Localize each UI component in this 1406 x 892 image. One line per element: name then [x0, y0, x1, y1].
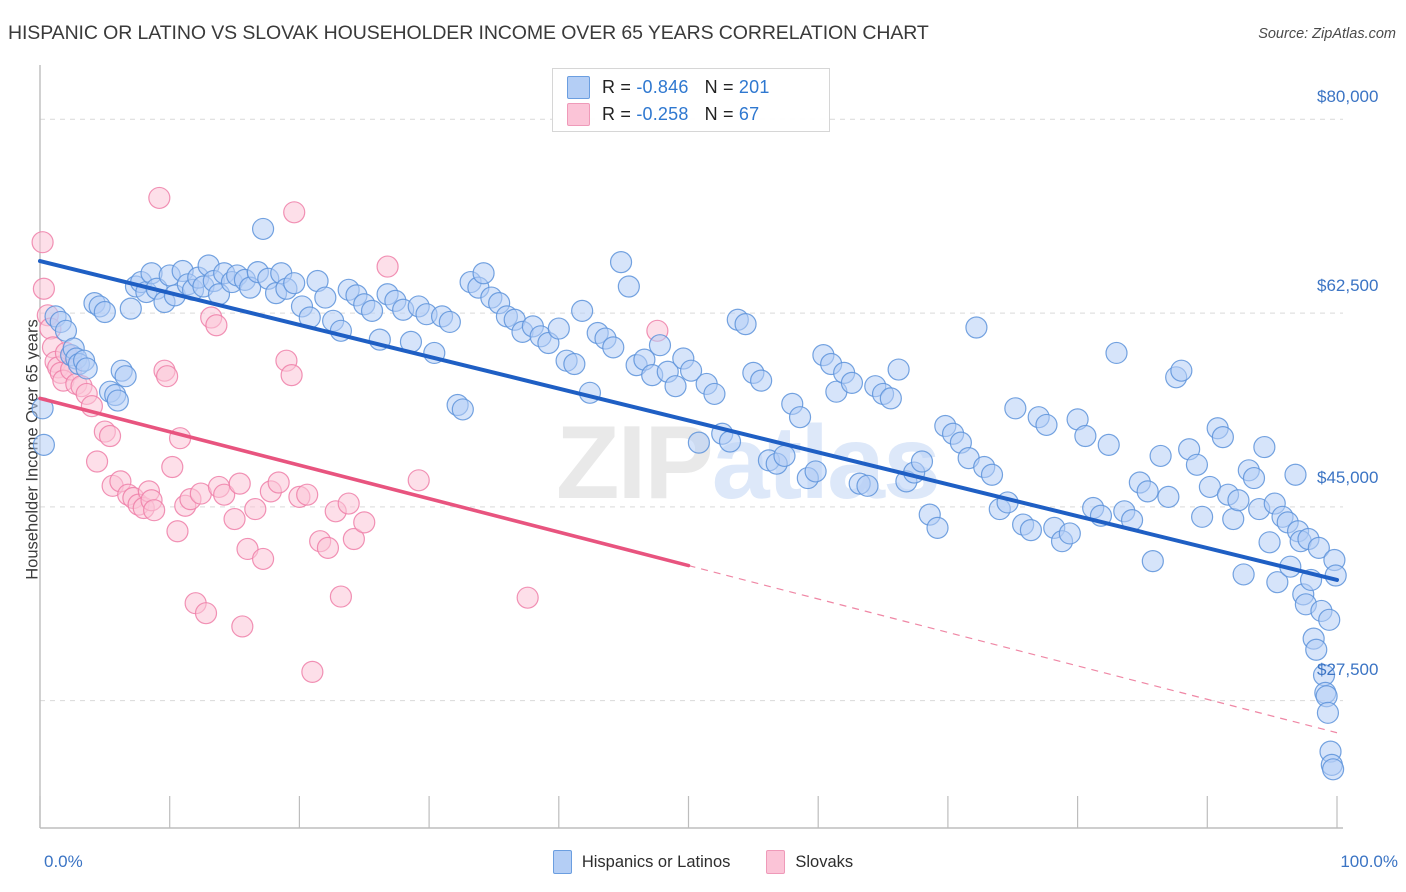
- legend-swatch-hispanics: [567, 76, 590, 99]
- r-label-slovaks: R =: [602, 104, 632, 124]
- stat-row-hispanics: R = -0.846 N = 201: [553, 74, 829, 101]
- stat-row-slovaks: R = -0.258 N = 67: [553, 101, 829, 128]
- y-tick-label-80000: $80,000: [1317, 87, 1379, 106]
- legend-item-hispanics[interactable]: Hispanics or Latinos: [552, 850, 731, 874]
- legend-label-slovaks: Slovaks: [795, 852, 854, 871]
- stat-text-slovaks: R = -0.258 N = 67: [602, 104, 759, 125]
- n-value-hispanics: 201: [738, 77, 770, 97]
- trendline-slovaks: [38, 396, 1338, 734]
- y-tick-label-27500: $27,500: [1317, 660, 1379, 679]
- series-points-hispanics-or-latinos: [31, 217, 1347, 781]
- legend-swatch-slovaks: [567, 103, 590, 126]
- n-label-hispanics: N =: [704, 77, 734, 97]
- trendline-hispanics-or-latinos: [38, 259, 1339, 582]
- stat-text-hispanics: R = -0.846 N = 201: [602, 77, 770, 98]
- y-tick-label-62500: $62,500: [1317, 276, 1379, 295]
- n-label-slovaks: N =: [704, 104, 734, 124]
- legend-label-hispanics: Hispanics or Latinos: [581, 852, 731, 871]
- x-tick-label-max: 100.0%: [1340, 852, 1398, 871]
- correlation-stats-legend: R = -0.846 N = 201 R = -0.258 N = 67: [552, 68, 830, 132]
- n-value-slovaks: 67: [738, 104, 760, 124]
- legend-color-slovaks: [766, 850, 786, 874]
- page-title: HISPANIC OR LATINO VS SLOVAK HOUSEHOLDER…: [8, 22, 929, 44]
- series-legend: Hispanics or Latinos Slovaks: [0, 850, 1406, 874]
- r-value-slovaks: -0.258: [636, 104, 689, 124]
- y-tick-label-45000: $45,000: [1317, 468, 1379, 487]
- r-label-hispanics: R =: [602, 77, 632, 97]
- gridlines: [40, 118, 1343, 702]
- source-attribution: Source: ZipAtlas.com: [1258, 26, 1396, 42]
- x-tick-label-min: 0.0%: [44, 852, 83, 871]
- r-value-hispanics: -0.846: [636, 77, 689, 97]
- legend-color-hispanics: [552, 850, 572, 874]
- legend-item-slovaks[interactable]: Slovaks: [766, 850, 853, 874]
- series-points-slovaks: [31, 186, 669, 683]
